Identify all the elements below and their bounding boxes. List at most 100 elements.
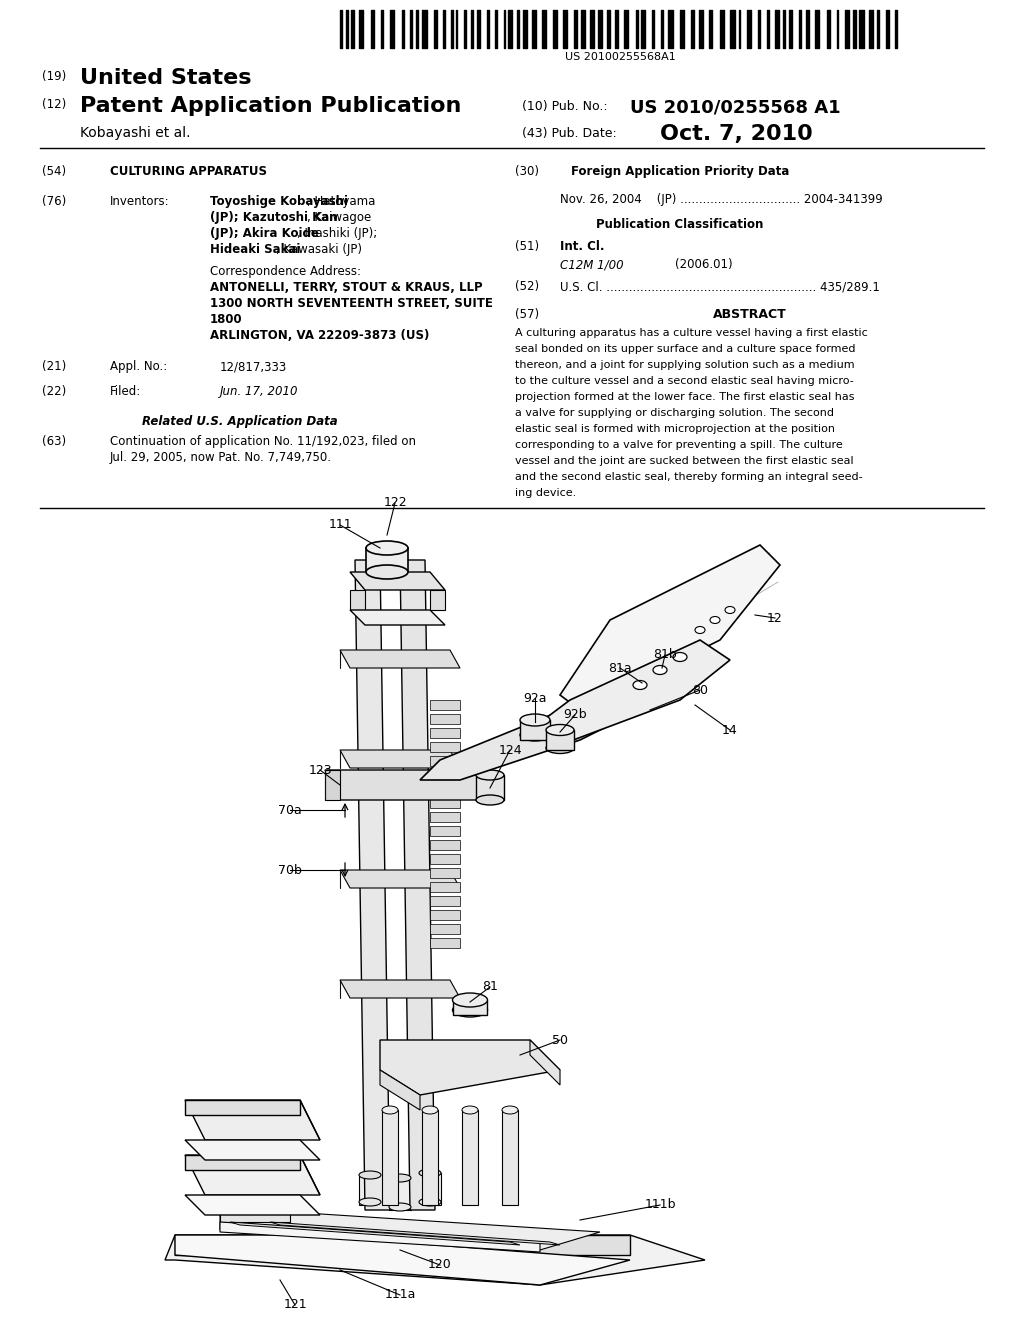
Polygon shape [355, 560, 390, 1210]
Text: US 20100255568A1: US 20100255568A1 [564, 51, 676, 62]
Text: (2006.01): (2006.01) [675, 257, 732, 271]
Text: 121: 121 [284, 1299, 307, 1312]
Text: A culturing apparatus has a culture vessel having a first elastic: A culturing apparatus has a culture vess… [515, 327, 867, 338]
Text: 81a: 81a [608, 661, 632, 675]
Ellipse shape [673, 652, 687, 661]
Polygon shape [340, 979, 460, 998]
Text: Int. Cl.: Int. Cl. [560, 240, 604, 253]
Text: 81b: 81b [653, 648, 677, 661]
Text: 81: 81 [482, 981, 498, 994]
Polygon shape [430, 826, 460, 836]
Text: Hideaki Sakai: Hideaki Sakai [210, 243, 300, 256]
Polygon shape [340, 649, 460, 668]
Polygon shape [185, 1100, 300, 1115]
Ellipse shape [453, 1003, 487, 1016]
Text: 70b: 70b [279, 863, 302, 876]
Text: (43) Pub. Date:: (43) Pub. Date: [522, 127, 616, 140]
Text: a valve for supplying or discharging solution. The second: a valve for supplying or discharging sol… [515, 408, 834, 418]
Ellipse shape [359, 1199, 381, 1206]
Ellipse shape [419, 1170, 441, 1177]
Polygon shape [462, 1110, 478, 1205]
Polygon shape [502, 1110, 518, 1205]
Polygon shape [430, 729, 460, 738]
Text: 111a: 111a [384, 1288, 416, 1302]
Polygon shape [430, 854, 460, 865]
Polygon shape [422, 1110, 438, 1205]
Polygon shape [350, 590, 365, 610]
Text: 50: 50 [552, 1034, 568, 1047]
Polygon shape [520, 719, 550, 741]
Text: seal bonded on its upper surface and a culture space formed: seal bonded on its upper surface and a c… [515, 345, 855, 354]
Polygon shape [430, 840, 460, 850]
Ellipse shape [366, 541, 408, 554]
Text: (JP); Kazutoshi Kan: (JP); Kazutoshi Kan [210, 211, 338, 224]
Polygon shape [300, 1155, 319, 1195]
Text: 124: 124 [499, 743, 522, 756]
Text: Continuation of application No. 11/192,023, filed on: Continuation of application No. 11/192,0… [110, 436, 416, 447]
Polygon shape [430, 590, 445, 610]
Polygon shape [430, 812, 460, 822]
Text: 12/817,333: 12/817,333 [220, 360, 288, 374]
Polygon shape [430, 896, 460, 906]
Text: and the second elastic seal, thereby forming an integral seed-: and the second elastic seal, thereby for… [515, 473, 862, 482]
Polygon shape [430, 939, 460, 948]
Polygon shape [359, 1175, 381, 1205]
Ellipse shape [633, 681, 647, 689]
Text: (30): (30) [515, 165, 539, 178]
Polygon shape [430, 869, 460, 878]
Text: (54): (54) [42, 165, 67, 178]
Text: (63): (63) [42, 436, 67, 447]
Text: projection formed at the lower face. The first elastic seal has: projection formed at the lower face. The… [515, 392, 854, 403]
Text: (22): (22) [42, 385, 67, 399]
Ellipse shape [366, 565, 408, 579]
Polygon shape [185, 1155, 300, 1170]
Text: Jul. 29, 2005, now Pat. No. 7,749,750.: Jul. 29, 2005, now Pat. No. 7,749,750. [110, 451, 332, 465]
Text: 120: 120 [428, 1258, 452, 1271]
Text: Related U.S. Application Data: Related U.S. Application Data [142, 414, 338, 428]
Text: Nov. 26, 2004    (JP) ................................ 2004-341399: Nov. 26, 2004 (JP) .....................… [560, 193, 883, 206]
Ellipse shape [389, 1203, 411, 1210]
Polygon shape [430, 714, 460, 723]
Polygon shape [400, 560, 435, 1210]
Text: (10) Pub. No.:: (10) Pub. No.: [522, 100, 607, 114]
Ellipse shape [382, 1106, 398, 1114]
Polygon shape [430, 756, 460, 766]
Text: ARLINGTON, VA 22209-3873 (US): ARLINGTON, VA 22209-3873 (US) [210, 329, 429, 342]
Text: ANTONELLI, TERRY, STOUT & KRAUS, LLP: ANTONELLI, TERRY, STOUT & KRAUS, LLP [210, 281, 482, 294]
Text: 70a: 70a [279, 804, 302, 817]
Text: Appl. No.:: Appl. No.: [110, 360, 167, 374]
Text: 123: 123 [308, 763, 332, 776]
Polygon shape [185, 1100, 319, 1140]
Polygon shape [430, 799, 460, 808]
Text: (JP); Akira Koide: (JP); Akira Koide [210, 227, 318, 240]
Text: Inventors:: Inventors: [110, 195, 170, 209]
Ellipse shape [546, 742, 574, 754]
Polygon shape [440, 700, 600, 780]
Text: (12): (12) [42, 98, 67, 111]
Text: 12: 12 [767, 611, 783, 624]
Polygon shape [165, 1236, 705, 1284]
Polygon shape [300, 1100, 319, 1140]
Ellipse shape [476, 770, 504, 780]
Ellipse shape [476, 795, 504, 805]
Text: 111b: 111b [644, 1199, 676, 1212]
Polygon shape [350, 572, 445, 590]
Polygon shape [530, 640, 730, 744]
Ellipse shape [520, 729, 550, 741]
Polygon shape [453, 1001, 487, 1015]
Text: corresponding to a valve for preventing a spill. The culture: corresponding to a valve for preventing … [515, 440, 843, 450]
Text: C12M 1/00: C12M 1/00 [560, 257, 624, 271]
Text: US 2010/0255568 A1: US 2010/0255568 A1 [630, 98, 841, 116]
Text: , Inashiki (JP);: , Inashiki (JP); [297, 227, 377, 240]
Text: (51): (51) [515, 240, 539, 253]
Polygon shape [560, 545, 780, 710]
Text: , Kaiwagoe: , Kaiwagoe [307, 211, 371, 224]
Text: , Kawasaki (JP): , Kawasaki (JP) [276, 243, 362, 256]
Polygon shape [530, 1040, 560, 1085]
Text: thereon, and a joint for supplying solution such as a medium: thereon, and a joint for supplying solut… [515, 360, 855, 370]
Text: , Hatoyama: , Hatoyama [307, 195, 375, 209]
Ellipse shape [710, 616, 720, 623]
Text: Kobayashi et al.: Kobayashi et al. [80, 125, 190, 140]
Text: elastic seal is formed with microprojection at the position: elastic seal is formed with microproject… [515, 424, 835, 434]
Polygon shape [220, 1222, 540, 1251]
